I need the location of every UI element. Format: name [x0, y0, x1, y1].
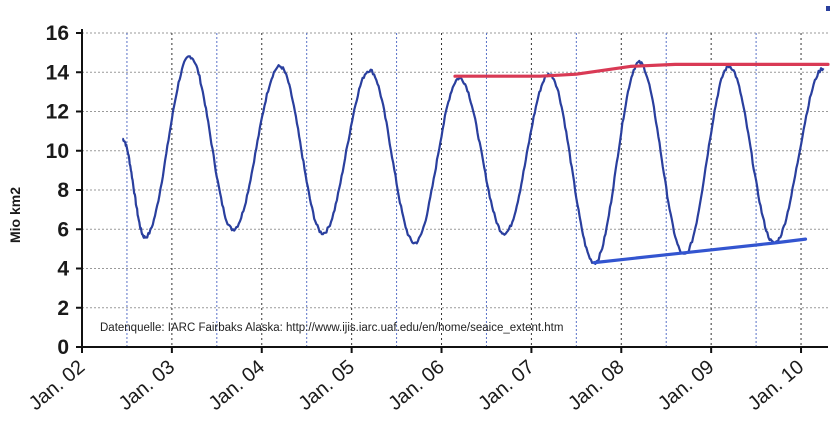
x-tick-label: Jan. 03: [115, 356, 179, 415]
y-tick-label: 14: [46, 61, 70, 84]
y-tick-label: 6: [57, 218, 69, 241]
minima-trend-line: [592, 237, 808, 265]
x-tick-label: Jan. 05: [294, 356, 358, 415]
y-tick-label: 10: [46, 140, 69, 163]
x-tick-label: Jan. 06: [384, 356, 448, 415]
y-tick-label: 4: [57, 258, 69, 281]
x-tick-label: Jan. 08: [564, 356, 628, 415]
x-tick-label: Jan. 07: [474, 356, 538, 415]
maxima-trend-line: [453, 62, 830, 78]
x-tick-label: Jan. 02: [25, 356, 89, 415]
x-tick-label: Jan. 10: [744, 356, 808, 415]
x-tick-label: Jan. 09: [654, 356, 718, 415]
y-tick-label: 2: [57, 297, 69, 320]
sea-ice-extent-line: [121, 55, 825, 265]
y-tick-label: 16: [46, 22, 69, 45]
y-axis-label: Mio km2: [7, 187, 23, 243]
y-tick-labels: 0 2 4 6 8 10 12 14 16: [46, 22, 70, 359]
corner-mark: [826, 6, 830, 11]
x-tick-label: Jan. 04: [205, 356, 269, 415]
data-source-note: Datenquelle: IARC Fairbaks Alaska: http:…: [100, 322, 563, 334]
axes: [76, 29, 828, 353]
y-tick-label: 8: [57, 179, 69, 202]
y-tick-label: 0: [57, 336, 69, 359]
x-tick-labels: Jan. 02 Jan. 03 Jan. 04 Jan. 05 Jan. 06 Jan. …: [25, 356, 808, 415]
series-lines: [121, 55, 830, 265]
y-tick-label: 12: [46, 101, 69, 124]
